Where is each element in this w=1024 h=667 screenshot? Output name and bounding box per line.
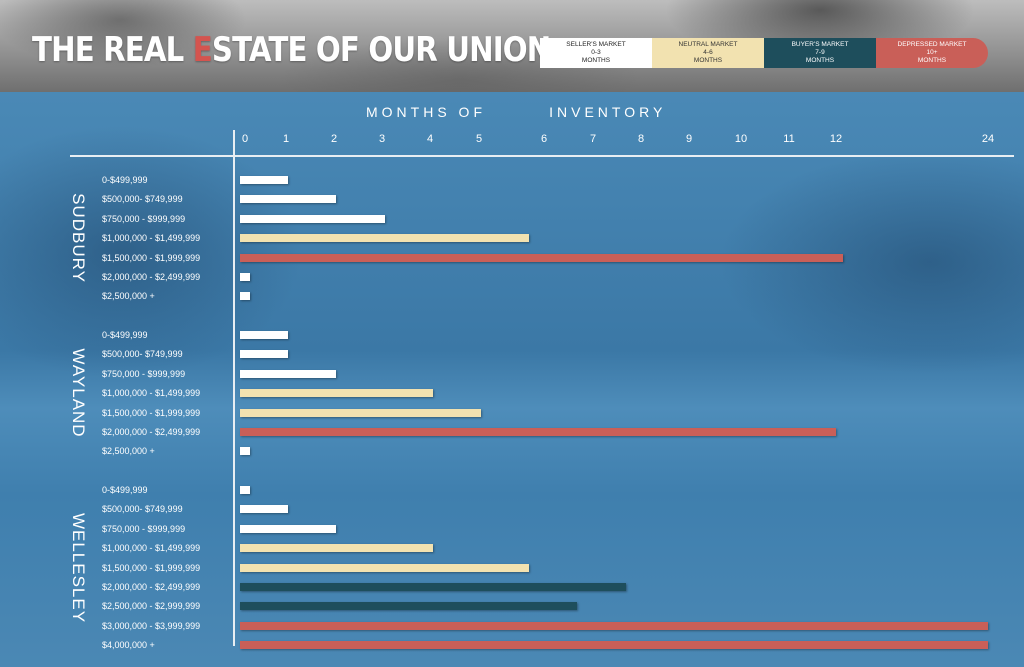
category-label: 0-$499,999	[102, 175, 148, 185]
legend-seller-l1: SELLER'S MARKET	[566, 41, 626, 48]
bar-wellesley-1	[240, 505, 289, 514]
lake-photo-background	[0, 92, 1024, 667]
bar-wayland-6	[240, 447, 250, 456]
legend-buyer-l2: 7-9	[815, 49, 825, 56]
category-label: $1,000,000 - $1,499,999	[102, 388, 201, 399]
category-label: 0-$499,999	[102, 485, 148, 495]
x-tick-24: 24	[981, 133, 995, 145]
x-tick-10: 10	[734, 133, 748, 145]
category-label: $1,500,000 - $1,999,999	[102, 407, 201, 418]
bar-wellesley-6	[240, 602, 578, 611]
legend-seller: SELLER'S MARKET 0-3 MONTHS	[540, 38, 652, 68]
group-label-wellesley: WELLESLEY	[69, 512, 88, 623]
bar-wellesley-0	[240, 486, 250, 494]
bar-wayland-1	[240, 350, 289, 359]
bar-wayland-2	[240, 369, 337, 378]
category-label: $2,500,000 +	[102, 446, 155, 457]
category-label: $750,000 - $999,999	[102, 368, 186, 379]
category-label: $2,500,000 - $2,999,999	[102, 601, 201, 612]
bar-wellesley-2	[240, 524, 337, 533]
bar-sudbury-1	[240, 195, 337, 204]
category-label: $2,500,000 +	[102, 291, 155, 302]
category-label: $2,000,000 - $2,499,999	[102, 272, 201, 282]
bar-sudbury-2	[240, 214, 385, 223]
x-tick-7: 7	[589, 133, 597, 145]
category-label: $2,000,000 - $2,499,999	[102, 427, 201, 437]
category-label: $500,000- $749,999	[102, 349, 183, 360]
market-legend: SELLER'S MARKET 0-3 MONTHS NEUTRAL MARKET 4-…	[540, 38, 988, 68]
category-label: $4,000,000 +	[102, 640, 155, 651]
x-axis-title: MONTHS OF INVENTORY	[366, 104, 667, 120]
category-label: $500,000- $749,999	[102, 194, 183, 205]
bar-wellesley-3	[240, 544, 433, 553]
x-tick-2: 2	[330, 133, 338, 145]
x-tick-3: 3	[378, 133, 386, 145]
legend-depressed: DEPRESSED MARKET 10+ MONTHS	[876, 38, 988, 68]
category-label: $3,000,000 - $3,999,999	[102, 620, 201, 631]
category-label: $2,000,000 - $2,499,999	[102, 582, 201, 592]
category-label: $1,000,000 - $1,499,999	[102, 233, 201, 244]
bar-sudbury-6	[240, 292, 250, 301]
legend-seller-l2: 0-3	[591, 49, 601, 56]
y-axis-line	[233, 130, 235, 646]
bar-wayland-3	[240, 389, 433, 398]
bar-sudbury-5	[240, 273, 250, 281]
bar-wellesley-5	[240, 583, 626, 591]
group-label-wayland: WAYLAND	[69, 348, 88, 438]
legend-seller-l3: MONTHS	[581, 57, 611, 64]
legend-neutral-l1: NEUTRAL MARKET	[678, 41, 738, 48]
legend-neutral-l3: MONTHS	[693, 57, 723, 64]
bar-wayland-0	[240, 331, 289, 339]
bar-sudbury-4	[240, 253, 843, 262]
bar-wayland-5	[240, 428, 836, 436]
group-label-sudbury: SUDBURY	[69, 193, 88, 284]
legend-neutral-l2: 4-6	[703, 49, 713, 56]
legend-neutral: NEUTRAL MARKET 4-6 MONTHS	[652, 38, 764, 68]
title-part-1: THE REAL	[32, 30, 193, 70]
category-label: $750,000 - $999,999	[102, 523, 186, 534]
legend-depressed-l3: MONTHS	[917, 57, 947, 64]
bar-wayland-4	[240, 408, 481, 417]
legend-buyer-l1: BUYER'S MARKET	[791, 41, 849, 48]
x-tick-1: 1	[282, 133, 290, 145]
category-label: $1,500,000 - $1,999,999	[102, 562, 201, 573]
x-tick-0: 0	[242, 133, 249, 145]
category-label: $1,000,000 - $1,499,999	[102, 543, 201, 554]
category-label: 0-$499,999	[102, 330, 148, 340]
legend-buyer: BUYER'S MARKET 7-9 MONTHS	[764, 38, 876, 68]
category-label: $1,500,000 - $1,999,999	[102, 252, 201, 263]
category-label: $500,000- $749,999	[102, 504, 183, 515]
title-part-2: STATE OF OUR UNION	[211, 30, 551, 70]
x-tick-6: 6	[540, 133, 548, 145]
bar-wellesley-8	[240, 641, 988, 650]
legend-buyer-l3: MONTHS	[805, 57, 835, 64]
x-tick-5: 5	[475, 133, 483, 145]
title-highlight-letter: E	[192, 30, 213, 70]
bar-sudbury-3	[240, 234, 530, 243]
category-label: $750,000 - $999,999	[102, 213, 186, 224]
bar-wellesley-4	[240, 563, 530, 572]
bar-sudbury-0	[240, 176, 289, 184]
x-tick-11: 11	[783, 133, 795, 145]
legend-depressed-l1: DEPRESSED MARKET	[897, 41, 967, 48]
legend-depressed-l2: 10+	[926, 49, 938, 56]
x-tick-9: 9	[685, 133, 693, 145]
x-axis-line	[70, 155, 1014, 157]
page-title: THE REAL ESTATE OF OUR UNION	[32, 30, 551, 70]
x-tick-4: 4	[426, 133, 434, 145]
bar-wellesley-7	[240, 621, 988, 630]
x-tick-8: 8	[637, 133, 645, 145]
x-tick-12: 12	[829, 133, 843, 145]
